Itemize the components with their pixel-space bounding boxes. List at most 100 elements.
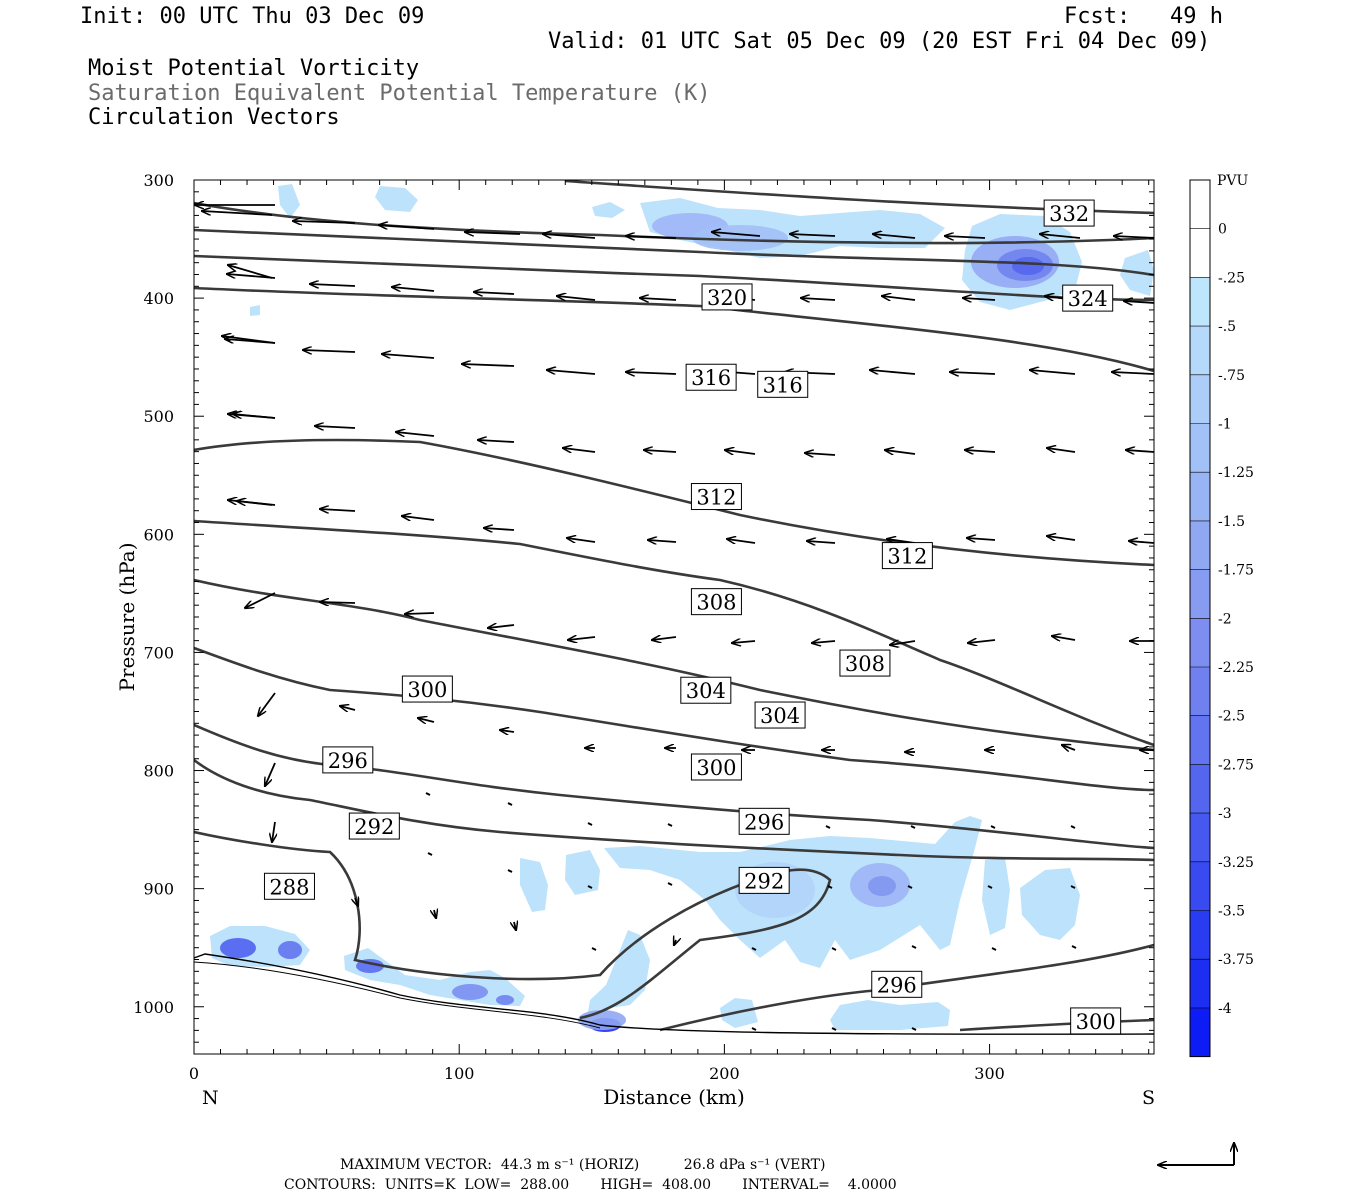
field-line-3: Circulation Vectors [88, 105, 340, 130]
colorbar-label: -4 [1218, 1001, 1232, 1017]
circulation-vector [1114, 236, 1154, 238]
colorbar-label: 0 [1218, 222, 1227, 238]
contour-label-text: 296 [877, 973, 917, 997]
circulation-vector [640, 298, 677, 300]
colorbar-label: -2.25 [1218, 660, 1254, 676]
circulation-vector [1062, 745, 1076, 750]
contour-label-box [680, 676, 732, 704]
colorbar [1189, 179, 1211, 1058]
theta-contour [194, 438, 1154, 567]
colorbar-label: -3.5 [1218, 904, 1245, 920]
mpv-core [1012, 257, 1044, 275]
circulation-vector [626, 372, 677, 374]
contour-label-text: 332 [1049, 202, 1089, 226]
circulation-vector [712, 232, 761, 237]
contour-label-box [738, 807, 790, 835]
circulation-vector [882, 296, 916, 300]
colorbar-swatch [1190, 618, 1210, 667]
colorbar-swatch [1190, 326, 1210, 375]
colorbar-label: -.5 [1218, 319, 1236, 335]
contour-label-text: 304 [686, 679, 726, 703]
x-tick-label: 0 [189, 1064, 199, 1083]
theta-contour [194, 286, 1154, 373]
circulation-vector [488, 625, 515, 628]
contour-label-box [690, 753, 742, 781]
theta-contour [194, 723, 1154, 850]
colorbar-label: -3.75 [1218, 952, 1254, 968]
valid-time: Valid: 01 UTC Sat 05 Dec 09 (20 EST Fri … [548, 29, 1211, 54]
circulation-vector [963, 298, 996, 300]
reference-vector-icon [1158, 1143, 1234, 1165]
circulation-vector [885, 450, 916, 454]
colorbar-swatch [1190, 569, 1210, 619]
circulation-vector [1124, 301, 1154, 303]
colorbar-swatch [1190, 472, 1210, 521]
circulation-vector [427, 852, 433, 856]
circulation-vector [967, 538, 996, 540]
colorbar-swatch [1190, 423, 1210, 473]
contour-label-text: 308 [696, 591, 736, 615]
mpv-region [565, 850, 600, 895]
contour-label-box [690, 483, 742, 511]
circulation-vector [1070, 825, 1076, 829]
contour-label: 296 [871, 970, 923, 998]
colorbar-swatch [1190, 764, 1210, 814]
circulation-vector [965, 450, 996, 452]
theta-contour [194, 519, 1154, 747]
circulation-vector [484, 528, 515, 530]
circulation-vector [507, 869, 513, 873]
colorbar-label: -1.5 [1218, 514, 1245, 530]
circulation-vector [1071, 945, 1077, 949]
colorbar-swatch [1190, 959, 1210, 1008]
theta-contour [194, 646, 1154, 792]
forecast-hour: Fcst: 49 h [1064, 4, 1223, 29]
y-tick-label: 600 [143, 525, 174, 544]
circulation-vector [648, 540, 677, 542]
circulation-vector [587, 822, 593, 826]
x-tick-label: 200 [709, 1064, 740, 1083]
contour-label: 316 [757, 370, 809, 398]
circulation-vector [1047, 536, 1076, 540]
contour-label-text: 292 [354, 815, 394, 839]
y-tick-label: 800 [143, 762, 174, 781]
contour-info-note: CONTOURS: UNITS=K LOW= 288.00 HIGH= 408.… [284, 1177, 897, 1193]
circulation-vector [945, 236, 986, 238]
circulation-vector [272, 821, 275, 842]
contour-label-box [401, 675, 453, 703]
theta-contour [194, 578, 1154, 752]
circulation-vector [644, 450, 677, 452]
contour-label-text: 320 [707, 286, 747, 310]
circulation-vector [911, 1027, 917, 1031]
colorbar-label: -.75 [1218, 368, 1245, 384]
contour-label-box [839, 649, 891, 677]
circulation-vector [222, 336, 276, 344]
circulation-vector [568, 637, 596, 640]
y-tick-label: 1000 [133, 998, 174, 1017]
contour-label-text: 296 [328, 749, 368, 773]
circulation-vector [870, 370, 916, 375]
circulation-vector [1047, 448, 1076, 452]
circulation-vector [462, 364, 515, 366]
circulation-vector [434, 910, 436, 918]
y-axis-label: Pressure (hPa) [115, 543, 139, 692]
colorbar-swatch [1190, 910, 1210, 960]
contour-label-text: 296 [744, 810, 784, 834]
mpv-region [250, 305, 260, 316]
mpv-core [452, 984, 488, 1000]
colorbar-label: -1 [1218, 417, 1232, 433]
contour-label-box [754, 701, 806, 729]
contour-label: 292 [348, 812, 400, 840]
colorbar-labels: 0 -.25 -.5 -.75 -1 -1.25 -1.5 -1.75 -2 -2.25 -2.5 -… [1190, 222, 1254, 1017]
y-tick-label: 400 [143, 289, 174, 308]
circulation-vector [873, 234, 916, 239]
circulation-vector [425, 792, 431, 796]
contour-label: 312 [690, 483, 742, 511]
circulation-vector [379, 225, 435, 230]
mpv-region [982, 858, 1010, 935]
mpv-region [278, 184, 300, 218]
circulation-vector [727, 539, 756, 543]
mpv-core [496, 995, 514, 1005]
circulation-vector [465, 232, 521, 234]
contour-label: 312 [881, 542, 933, 570]
